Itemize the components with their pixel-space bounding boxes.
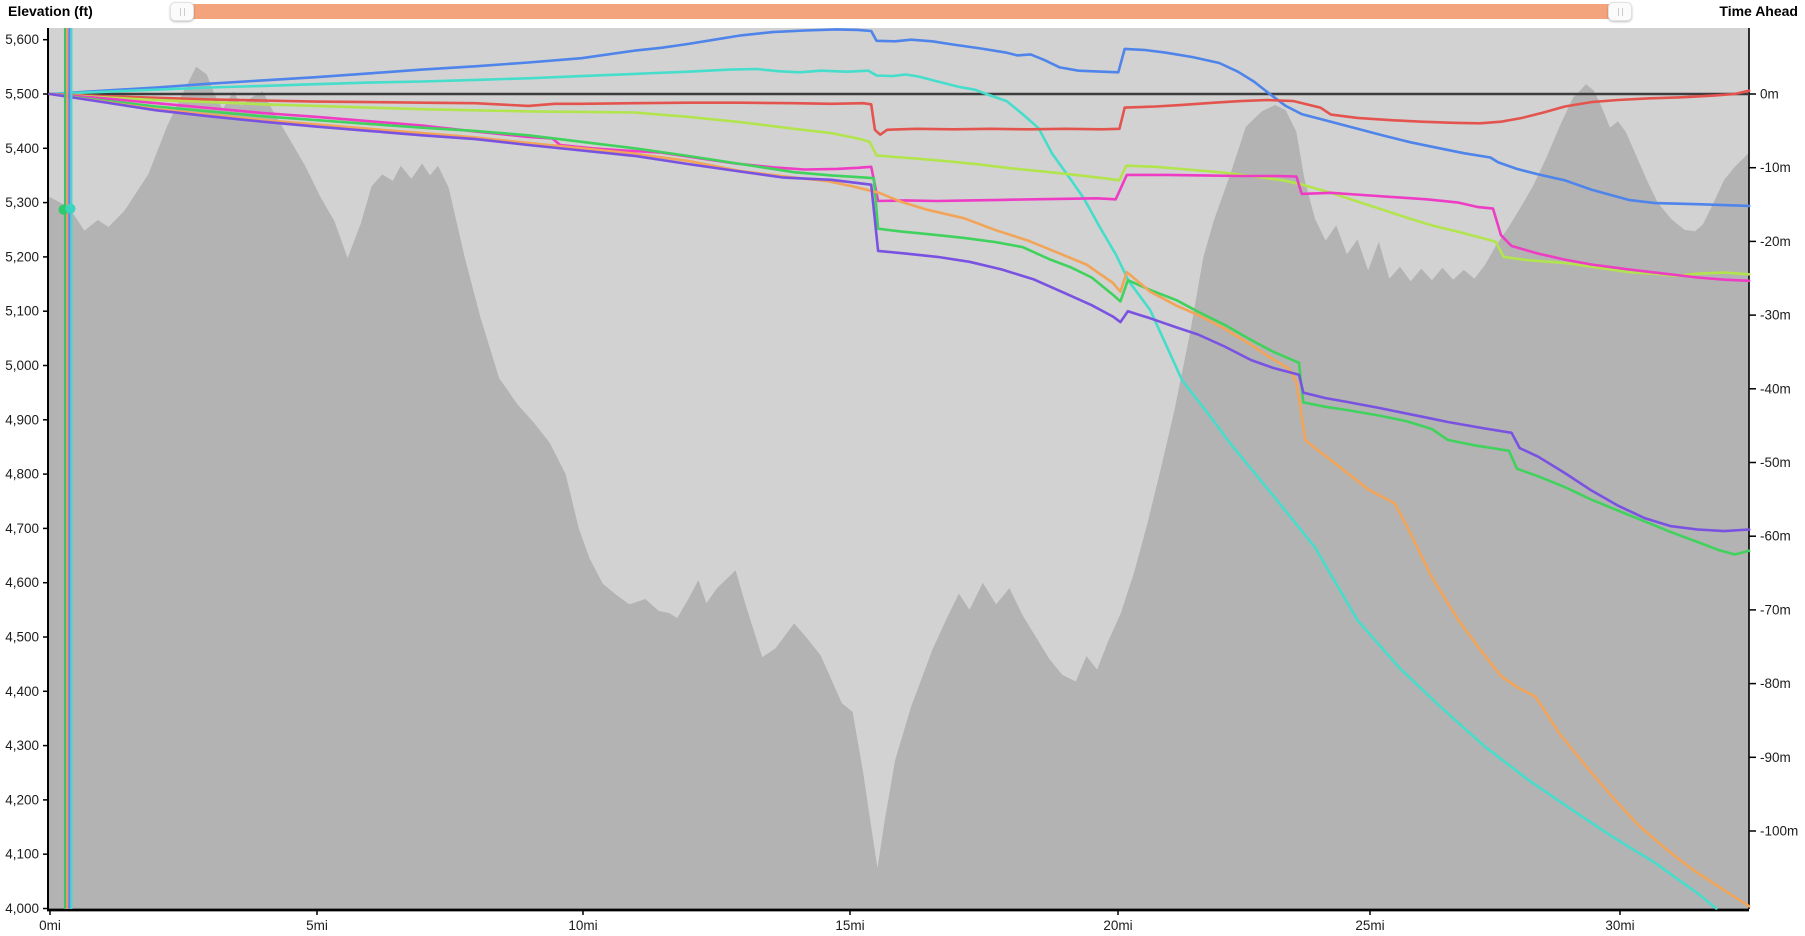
y-left-tick-label: 5,200 <box>5 249 39 264</box>
y-right-tick-label: -60m <box>1760 529 1791 544</box>
grip-icon <box>1622 8 1623 16</box>
y-right-tick-label: -50m <box>1760 455 1791 470</box>
x-tick-label: 0mi <box>39 918 61 933</box>
grip-icon <box>1618 8 1619 16</box>
y-left-tick-label: 4,800 <box>5 467 39 482</box>
y-left-tick-label: 4,500 <box>5 630 39 645</box>
slider-track[interactable] <box>182 4 1620 19</box>
terrain-profile <box>48 66 1750 910</box>
series-pace-violet[interactable] <box>48 92 1751 533</box>
y-left-tick-label: 4,000 <box>5 901 39 916</box>
y-right-tick-label: -20m <box>1760 234 1791 249</box>
y-left-tick-label: 5,100 <box>5 304 39 319</box>
y-right-tick-label: -90m <box>1760 750 1791 765</box>
series-pace-magenta[interactable] <box>48 92 1751 283</box>
slider-left-handle[interactable] <box>170 2 194 21</box>
y-right-tick-label: -40m <box>1760 381 1791 396</box>
grip-icon <box>184 8 185 16</box>
slider-right-handle[interactable] <box>1608 2 1632 21</box>
y-left-tick-label: 5,400 <box>5 141 39 156</box>
x-tick-label: 15mi <box>835 918 864 933</box>
y-left-tick-label: 5,500 <box>5 87 39 102</box>
elevation-axis-title: Elevation (ft) <box>8 3 93 19</box>
y-right-tick-label: -70m <box>1760 602 1791 617</box>
y-right-tick-label: -30m <box>1760 308 1791 323</box>
y-left-tick-label: 4,400 <box>5 684 39 699</box>
y-right-tick-label: -100m <box>1760 824 1798 839</box>
time-ahead-axis-title: Time Ahead <box>1719 3 1798 19</box>
y-left-tick-label: 4,300 <box>5 738 39 753</box>
y-right-tick-label: 0m <box>1760 87 1779 102</box>
series-pace-blue[interactable] <box>48 28 1751 208</box>
grip-icon <box>180 8 181 16</box>
y-right-tick-label: -10m <box>1760 160 1791 175</box>
y-left-tick-label: 5,600 <box>5 32 39 47</box>
y-left-tick-label: 4,600 <box>5 575 39 590</box>
marker-dot-cyan <box>65 203 76 214</box>
series-pace-green[interactable] <box>48 92 1751 556</box>
series-pace-yellowgreen[interactable] <box>48 92 1751 278</box>
x-tick-label: 5mi <box>306 918 328 933</box>
x-tick-label: 20mi <box>1103 918 1132 933</box>
x-tick-label: 25mi <box>1355 918 1384 933</box>
y-left-tick-label: 4,200 <box>5 792 39 807</box>
series-pace-red[interactable] <box>48 89 1751 136</box>
series-pace-cyan[interactable] <box>48 67 1718 910</box>
time-range-slider[interactable] <box>170 2 1632 21</box>
y-left-tick-label: 5,300 <box>5 195 39 210</box>
series-pace-orange[interactable] <box>48 92 1751 908</box>
x-tick-label: 30mi <box>1605 918 1634 933</box>
y-right-tick-label: -80m <box>1760 676 1791 691</box>
y-left-tick-label: 4,900 <box>5 412 39 427</box>
y-left-tick-label: 5,000 <box>5 358 39 373</box>
y-left-tick-label: 4,700 <box>5 521 39 536</box>
x-tick-label: 10mi <box>568 918 597 933</box>
y-left-tick-label: 4,100 <box>5 847 39 862</box>
